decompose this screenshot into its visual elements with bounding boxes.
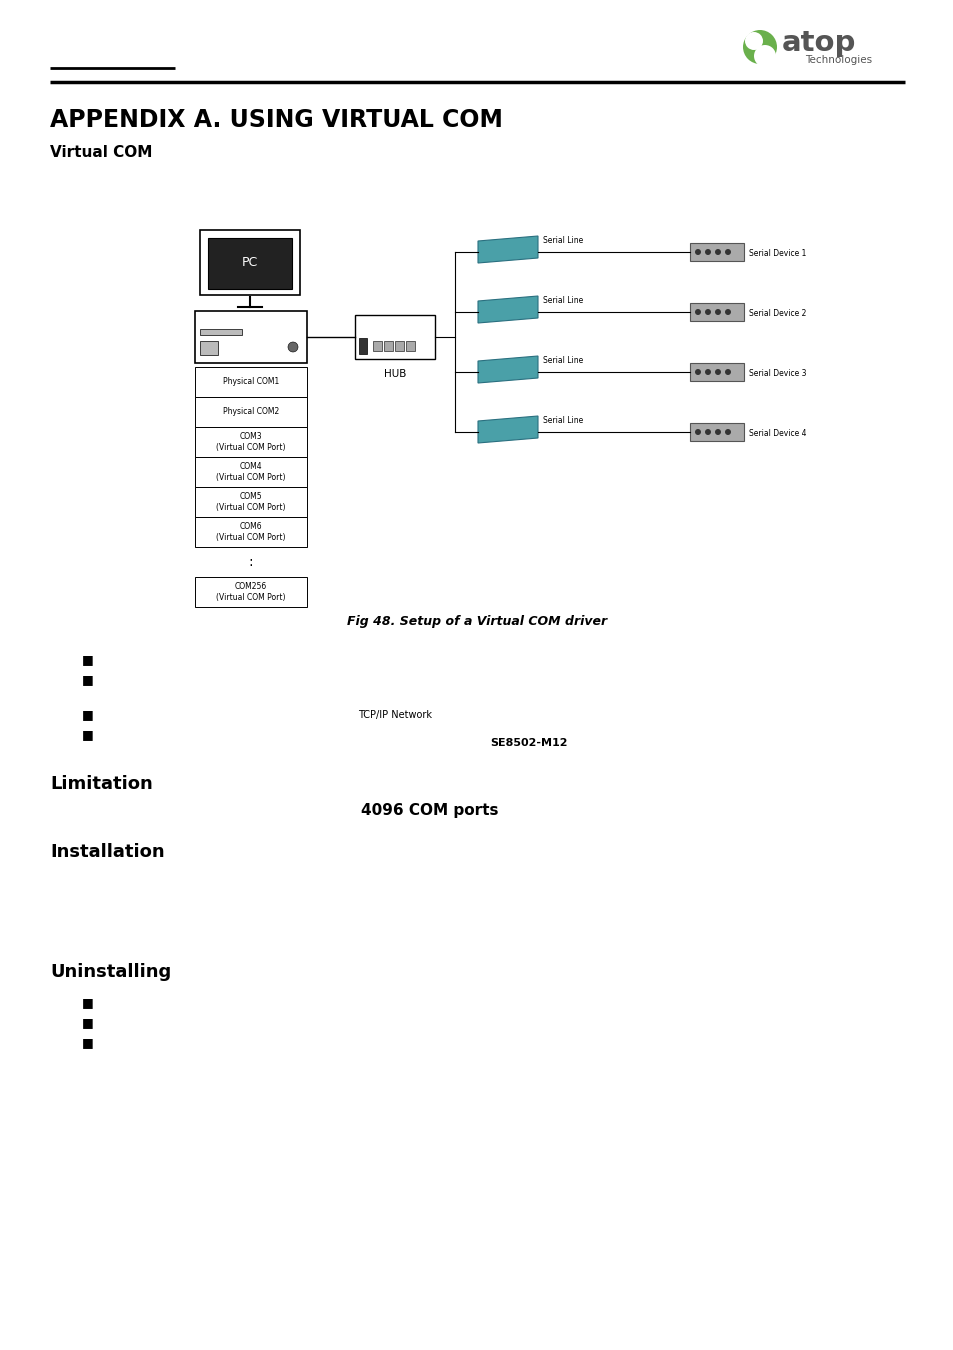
Bar xyxy=(200,342,218,355)
Bar xyxy=(194,576,307,608)
Text: Physical COM2: Physical COM2 xyxy=(223,408,279,417)
Circle shape xyxy=(695,248,700,255)
Text: COM3
(Virtual COM Port): COM3 (Virtual COM Port) xyxy=(216,432,286,452)
Circle shape xyxy=(724,429,730,435)
Text: HUB: HUB xyxy=(383,369,406,379)
Text: Serial Device 4: Serial Device 4 xyxy=(748,429,805,439)
Text: ■: ■ xyxy=(82,1037,93,1049)
Text: ■: ■ xyxy=(82,674,93,687)
Text: Serial Device 3: Serial Device 3 xyxy=(748,370,805,378)
Text: ■: ■ xyxy=(82,1017,93,1030)
Text: :: : xyxy=(249,555,253,568)
Circle shape xyxy=(714,369,720,375)
Circle shape xyxy=(704,309,710,315)
Text: Physical COM1: Physical COM1 xyxy=(223,378,279,386)
Text: Virtual COM: Virtual COM xyxy=(50,144,152,161)
Circle shape xyxy=(714,429,720,435)
Bar xyxy=(194,397,307,427)
Text: Fig 48. Setup of a Virtual COM driver: Fig 48. Setup of a Virtual COM driver xyxy=(347,616,606,628)
Circle shape xyxy=(724,248,730,255)
Polygon shape xyxy=(477,296,537,323)
Bar xyxy=(208,238,292,289)
Circle shape xyxy=(742,30,776,63)
Text: Serial Device 1: Serial Device 1 xyxy=(748,250,805,258)
Circle shape xyxy=(288,342,297,352)
Bar xyxy=(689,243,743,261)
Text: Serial Line: Serial Line xyxy=(542,236,582,244)
Text: Serial Line: Serial Line xyxy=(542,416,582,425)
Text: Limitation: Limitation xyxy=(50,775,152,792)
Circle shape xyxy=(714,248,720,255)
Text: COM4
(Virtual COM Port): COM4 (Virtual COM Port) xyxy=(216,462,286,482)
Circle shape xyxy=(744,32,762,50)
Bar xyxy=(194,367,307,397)
Text: atop: atop xyxy=(781,28,856,57)
Polygon shape xyxy=(477,236,537,263)
Bar xyxy=(358,338,367,354)
Bar xyxy=(194,310,307,363)
Text: 4096 COM ports: 4096 COM ports xyxy=(361,803,498,818)
Text: ■: ■ xyxy=(82,729,93,741)
Text: ■: ■ xyxy=(82,709,93,721)
Bar xyxy=(689,363,743,381)
Bar xyxy=(194,458,307,487)
Circle shape xyxy=(724,309,730,315)
Text: TCP/IP Network: TCP/IP Network xyxy=(357,710,432,720)
Text: SE8502-M12: SE8502-M12 xyxy=(490,738,567,748)
Circle shape xyxy=(753,45,775,68)
Bar xyxy=(384,342,393,351)
Text: Serial Device 2: Serial Device 2 xyxy=(748,309,805,319)
Circle shape xyxy=(704,429,710,435)
Bar xyxy=(406,342,415,351)
Bar xyxy=(355,315,435,359)
Circle shape xyxy=(724,369,730,375)
Text: Technologies: Technologies xyxy=(804,55,872,65)
Bar xyxy=(200,230,299,296)
Text: Uninstalling: Uninstalling xyxy=(50,963,172,981)
Bar xyxy=(194,487,307,517)
Circle shape xyxy=(714,309,720,315)
Circle shape xyxy=(704,248,710,255)
Circle shape xyxy=(695,369,700,375)
Text: Serial Line: Serial Line xyxy=(542,296,582,305)
Text: COM6
(Virtual COM Port): COM6 (Virtual COM Port) xyxy=(216,522,286,541)
Bar xyxy=(373,342,381,351)
Text: Installation: Installation xyxy=(50,842,165,861)
Bar xyxy=(194,427,307,458)
Text: COM256
(Virtual COM Port): COM256 (Virtual COM Port) xyxy=(216,582,286,602)
Circle shape xyxy=(695,309,700,315)
Polygon shape xyxy=(477,416,537,443)
Bar xyxy=(689,423,743,441)
Bar xyxy=(395,342,403,351)
Text: APPENDIX A. USING VIRTUAL COM: APPENDIX A. USING VIRTUAL COM xyxy=(50,108,502,132)
Text: COM5
(Virtual COM Port): COM5 (Virtual COM Port) xyxy=(216,493,286,512)
Text: ■: ■ xyxy=(82,996,93,1010)
Text: PC: PC xyxy=(242,256,258,269)
Bar xyxy=(200,329,242,335)
Text: ■: ■ xyxy=(82,653,93,667)
Circle shape xyxy=(695,429,700,435)
Circle shape xyxy=(704,369,710,375)
Polygon shape xyxy=(477,356,537,383)
Text: Serial Line: Serial Line xyxy=(542,356,582,365)
Bar xyxy=(689,302,743,321)
Bar xyxy=(194,517,307,547)
